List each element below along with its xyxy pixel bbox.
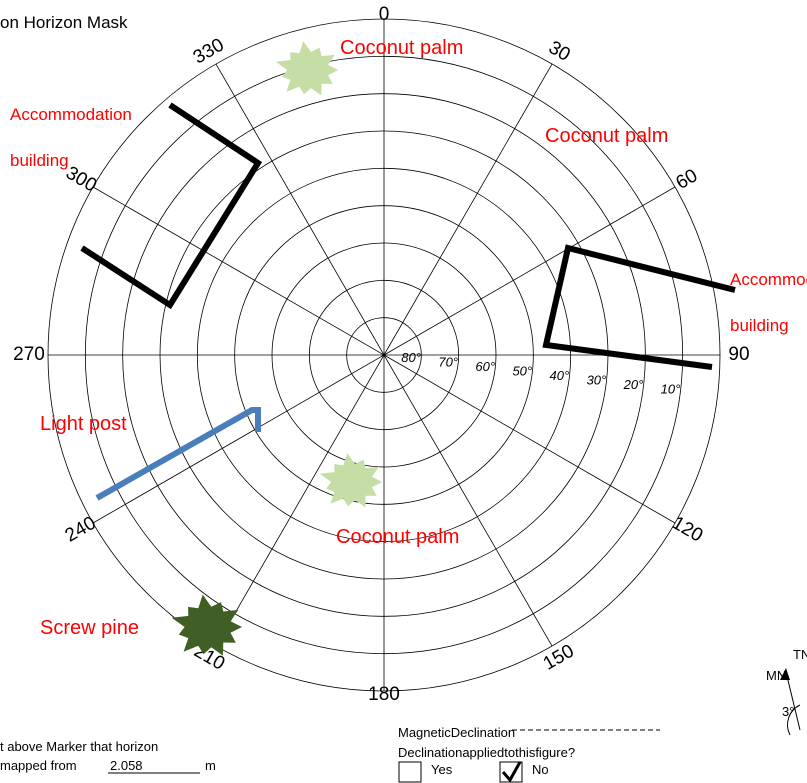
- azimuth-label: 30: [545, 37, 574, 66]
- elevation-label: 50°: [512, 363, 532, 378]
- azimuth-label: 330: [190, 34, 228, 68]
- obstacle-label: Coconut palm: [545, 125, 668, 147]
- elevation-label: 60°: [475, 359, 495, 374]
- obstacle-label: Coconut palm: [336, 526, 459, 548]
- azimuth-label: 240: [62, 513, 100, 547]
- elevation-label: 30°: [587, 373, 607, 388]
- obstacle-label: building: [730, 316, 789, 335]
- obstacle-label: Accommodation: [10, 105, 132, 124]
- azimuth-label: 0: [379, 4, 390, 25]
- palm-icon: [276, 41, 338, 95]
- azimuth-label: 270: [13, 344, 45, 365]
- magnetic-declination: MagneticDeclination: [398, 725, 515, 740]
- no-label: No: [532, 762, 549, 777]
- azimuth-label: 180: [368, 684, 400, 705]
- obstacle-label: building: [10, 151, 69, 170]
- obstacle-label: Screw pine: [40, 617, 139, 639]
- screw-pine-icon: [172, 595, 242, 656]
- azimuth-label: 120: [668, 513, 706, 547]
- yes-checkbox[interactable]: [399, 762, 421, 782]
- horizon-mask: 030609012015018021024027030033080°70°60°…: [0, 0, 807, 783]
- elevation-label: 70°: [438, 354, 458, 369]
- azimuth-label: 150: [540, 641, 578, 675]
- tn-label: TN: [793, 647, 807, 662]
- declination-question: Declinationappliedtothisfigure?: [398, 745, 575, 760]
- elevation-label: 80°: [401, 350, 421, 365]
- mapped-value: 2.058: [110, 758, 143, 773]
- building-outline: [546, 248, 735, 367]
- azimuth-label: 90: [728, 344, 749, 365]
- height-note: t above Marker that horizon: [0, 739, 158, 754]
- obstacle-label: Light post: [40, 413, 127, 435]
- mapped-from: mapped from: [0, 758, 77, 773]
- elevation-label: 20°: [623, 377, 644, 392]
- elevation-label: 40°: [550, 368, 570, 383]
- title: on Horizon Mask: [0, 13, 128, 32]
- palm-icon: [320, 453, 382, 507]
- mapped-unit: m: [205, 758, 216, 773]
- check-mark: [503, 762, 520, 780]
- obstacle-label: Coconut palm: [340, 37, 463, 59]
- elevation-label: 10°: [661, 382, 681, 397]
- yes-label: Yes: [431, 762, 453, 777]
- declination-value: 3°: [782, 704, 794, 719]
- obstacle-label: Accommodation: [730, 270, 807, 289]
